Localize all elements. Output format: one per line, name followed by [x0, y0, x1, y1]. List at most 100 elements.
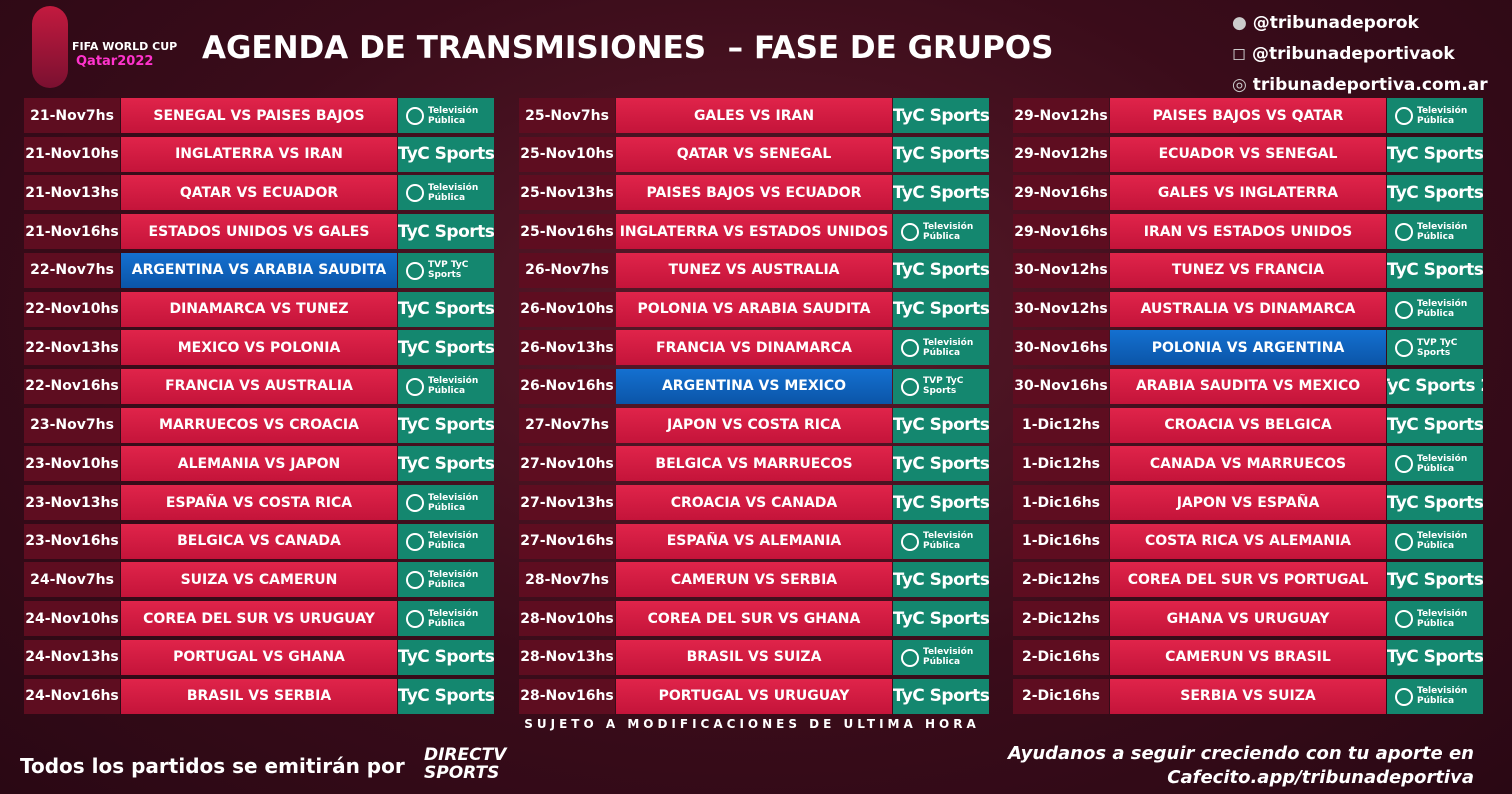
time: 16hs — [80, 688, 119, 704]
date: 30-Nov — [1014, 262, 1070, 279]
time: 16hs — [575, 223, 614, 240]
date: 24-Nov — [25, 649, 81, 666]
time: 12hs — [1069, 107, 1108, 124]
channel: TyC Sports — [893, 291, 989, 327]
date: 25-Nov — [520, 184, 576, 201]
time: 16hs — [575, 378, 614, 395]
match: CAMERUN VS BRASIL — [1110, 639, 1386, 675]
date: 2-Dic — [1021, 571, 1063, 588]
date: 29-Nov — [1014, 184, 1070, 201]
social-web: ◎ tribunadeportiva.com.ar — [1232, 75, 1488, 95]
date-time: 24-Nov 10hs — [24, 601, 120, 637]
date-time: 1-Dic 12hs — [1013, 446, 1109, 482]
date-time: 24-Nov 13hs — [24, 639, 120, 675]
time: 16hs — [1062, 533, 1101, 550]
match: ARGENTINA VS MEXICO — [616, 368, 892, 404]
date-time: 1-Dic 16hs — [1013, 485, 1109, 520]
channel: TyC Sports 2 — [1387, 368, 1483, 404]
date: 26-Nov — [520, 378, 576, 395]
date-time: 27-Nov 16hs — [519, 523, 615, 559]
channel: TyC Sports — [893, 601, 989, 637]
broadcaster-line: SPORTS — [424, 763, 500, 783]
time: 16hs — [1069, 339, 1108, 356]
date-time: 29-Nov 12hs — [1013, 136, 1109, 172]
channel: TyC Sports — [398, 291, 494, 327]
time: 7hs — [85, 571, 114, 588]
time: 10hs — [80, 146, 119, 163]
match: PAISES BAJOS VS QATAR — [1110, 98, 1386, 133]
date-time: 26-Nov 10hs — [519, 291, 615, 327]
date: 25-Nov — [520, 146, 576, 163]
match: CROACIA VS BELGICA — [1110, 407, 1386, 443]
time: 16hs — [1062, 688, 1101, 704]
match: ESPAÑA VS ALEMANIA — [616, 523, 892, 559]
date-time: 27-Nov 13hs — [519, 485, 615, 520]
time: 13hs — [575, 339, 614, 356]
match: COREA DEL SUR VS GHANA — [616, 601, 892, 637]
match: CROACIA VS CANADA — [616, 485, 892, 520]
match: ALEMANIA VS JAPON — [121, 446, 397, 482]
date-time: 22-Nov 16hs — [24, 368, 120, 404]
date-time: 22-Nov 10hs — [24, 291, 120, 327]
notice: SUJETO A MODIFICACIONES DE ULTIMA HORA — [524, 717, 980, 731]
broadcaster-logo: DIRECTV SPORTS — [424, 746, 506, 782]
match: POLONIA VS ARABIA SAUDITA — [616, 291, 892, 327]
date-time: 28-Nov 10hs — [519, 601, 615, 637]
date: 1-Dic — [1021, 494, 1063, 511]
channel: TyC Sports — [893, 485, 989, 520]
date-time: 1-Dic 12hs — [1013, 407, 1109, 443]
date-time: 26-Nov 16hs — [519, 368, 615, 404]
match: POLONIA VS ARGENTINA — [1110, 330, 1386, 366]
channel: Televisión Pública — [398, 175, 494, 211]
time: 7hs — [580, 571, 609, 588]
match: AUSTRALIA VS DINAMARCA — [1110, 291, 1386, 327]
date: 26-Nov — [520, 301, 576, 317]
date-time: 2-Dic 12hs — [1013, 601, 1109, 637]
time: 16hs — [80, 223, 119, 240]
channel: TyC Sports — [1387, 175, 1483, 211]
date-time: 24-Nov 7hs — [24, 562, 120, 598]
time: 7hs — [580, 417, 609, 434]
channel: TyC Sports — [893, 98, 989, 133]
time: 10hs — [575, 455, 614, 472]
match: COSTA RICA VS ALEMANIA — [1110, 523, 1386, 559]
date-time: 25-Nov 10hs — [519, 136, 615, 172]
time: 16hs — [1062, 649, 1101, 666]
date: 21-Nov — [25, 184, 81, 201]
time: 7hs — [85, 417, 114, 434]
time: 13hs — [80, 184, 119, 201]
date: 23-Nov — [25, 494, 81, 511]
match: QATAR VS SENEGAL — [616, 136, 892, 172]
date-time: 25-Nov 7hs — [519, 98, 615, 133]
date: 21-Nov — [25, 146, 81, 163]
date: 2-Dic — [1021, 610, 1063, 627]
time: 7hs — [85, 262, 114, 279]
date: 28-Nov — [520, 610, 576, 627]
match: QATAR VS ECUADOR — [121, 175, 397, 211]
date: 29-Nov — [1014, 223, 1070, 240]
time: 12hs — [1069, 146, 1108, 163]
time: 16hs — [1069, 223, 1108, 240]
time: 7hs — [580, 262, 609, 279]
date: 26-Nov — [520, 339, 576, 356]
channel: Televisión Pública — [893, 639, 989, 675]
match: GALES VS IRAN — [616, 98, 892, 133]
date: 21-Nov — [25, 223, 81, 240]
date-time: 21-Nov 10hs — [24, 136, 120, 172]
date: 30-Nov — [1014, 301, 1070, 317]
date: 27-Nov — [525, 417, 581, 434]
date: 29-Nov — [1014, 146, 1070, 163]
match: ESPAÑA VS COSTA RICA — [121, 485, 397, 520]
match: MARRUECOS VS CROACIA — [121, 407, 397, 443]
date-time: 29-Nov 16hs — [1013, 175, 1109, 211]
channel: TyC Sports — [398, 407, 494, 443]
time: 7hs — [580, 107, 609, 124]
match: MEXICO VS POLONIA — [121, 330, 397, 366]
channel: TyC Sports — [1387, 639, 1483, 675]
match: FRANCIA VS DINAMARCA — [616, 330, 892, 366]
date-time: 21-Nov 16hs — [24, 214, 120, 250]
date-time: 26-Nov 7hs — [519, 252, 615, 288]
channel: TyC Sports — [398, 330, 494, 366]
match: IRAN VS ESTADOS UNIDOS — [1110, 214, 1386, 250]
date: 23-Nov — [30, 417, 86, 434]
